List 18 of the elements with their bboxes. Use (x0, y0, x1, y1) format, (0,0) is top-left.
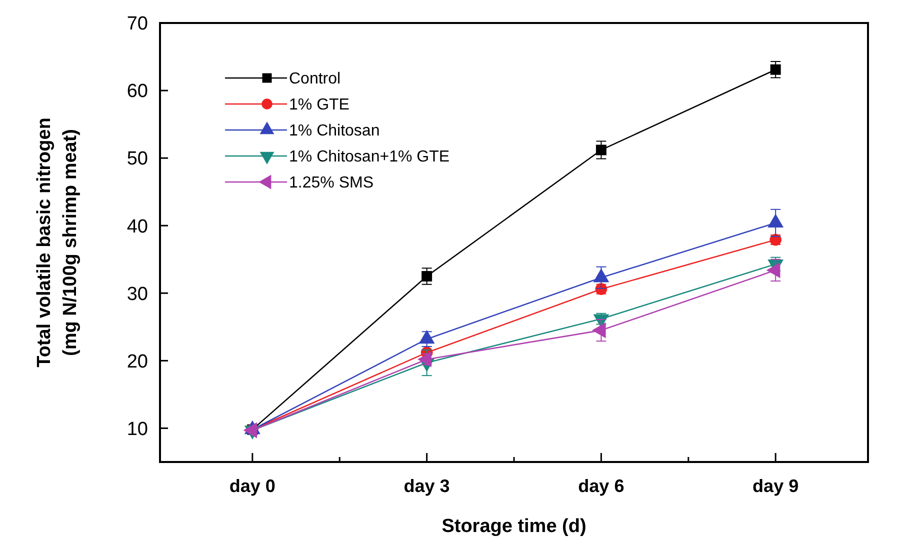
x-tick-label: day 9 (752, 476, 799, 496)
x-tick-label: day 6 (578, 476, 624, 496)
legend-label: Control (289, 70, 341, 88)
x-axis-title: Storage time (d) (442, 516, 586, 537)
y-tick-label: 60 (126, 81, 148, 102)
y-tick-label: 50 (126, 148, 148, 170)
y-tick-label: 30 (126, 284, 148, 305)
x-tick-label: day 3 (404, 476, 450, 496)
y-tick-label: 70 (126, 14, 148, 35)
legend-label: 1% Chitosan+1% GTE (289, 148, 450, 166)
x-tick-label: day 0 (229, 476, 276, 496)
legend-label: 1.25% SMS (289, 174, 374, 192)
legend-label: 1% GTE (289, 96, 350, 114)
y-tick-label: 20 (126, 351, 148, 372)
legend-label: 1% Chitosan (289, 122, 380, 140)
y-axis-title: Total volatile basic nitrogen (mg N/100g shrimp meat) (34, 118, 81, 368)
y-tick-label: 10 (126, 418, 148, 440)
y-tick-label: 40 (126, 216, 148, 238)
